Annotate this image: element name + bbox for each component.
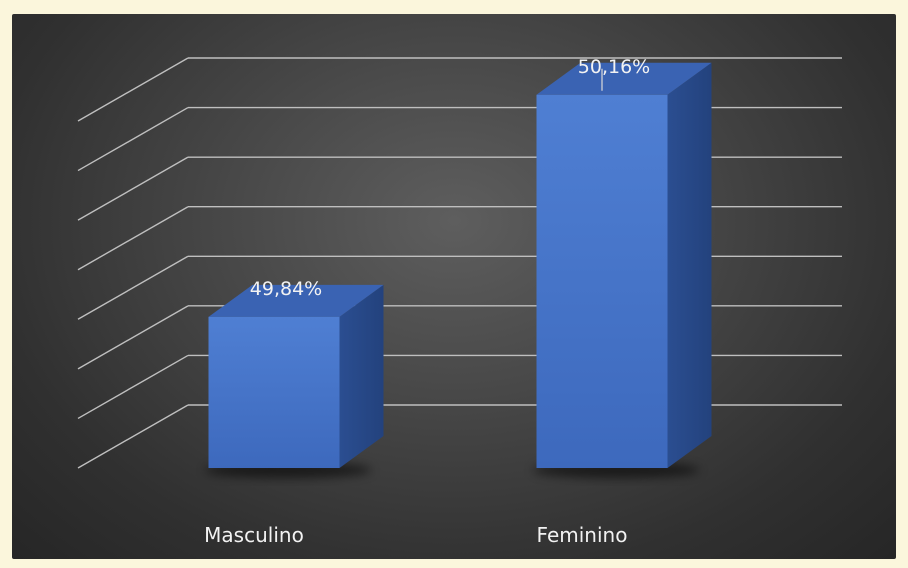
category-label-masculino: Masculino	[204, 523, 304, 547]
bar-masculino	[208, 316, 340, 468]
bar-side-feminino	[667, 62, 712, 468]
bar-top-feminino	[536, 62, 712, 95]
bar-side-masculino	[339, 284, 384, 468]
bars	[204, 62, 712, 478]
gridlines	[77, 57, 842, 469]
gridline-side	[77, 57, 189, 122]
chart-svg: 49,84% Masculino 50,16% Feminino	[77, 56, 842, 547]
gridline-side	[77, 156, 189, 221]
category-label-feminino: Feminino	[537, 523, 628, 547]
data-label-masculino: 49,84%	[250, 278, 322, 300]
gridline-side	[77, 354, 189, 420]
gridline-side	[77, 305, 189, 370]
bar-feminino	[536, 94, 668, 468]
gridline-side	[77, 206, 189, 271]
gridline-side	[77, 404, 189, 469]
gridline-side	[77, 255, 189, 320]
bar-top-masculino	[208, 284, 384, 317]
chart-area: 49,84% Masculino 50,16% Feminino	[12, 14, 896, 559]
gridline-side	[77, 106, 189, 172]
labels: 49,84% Masculino 50,16% Feminino	[204, 56, 650, 547]
data-label-feminino: 50,16%	[578, 56, 650, 78]
